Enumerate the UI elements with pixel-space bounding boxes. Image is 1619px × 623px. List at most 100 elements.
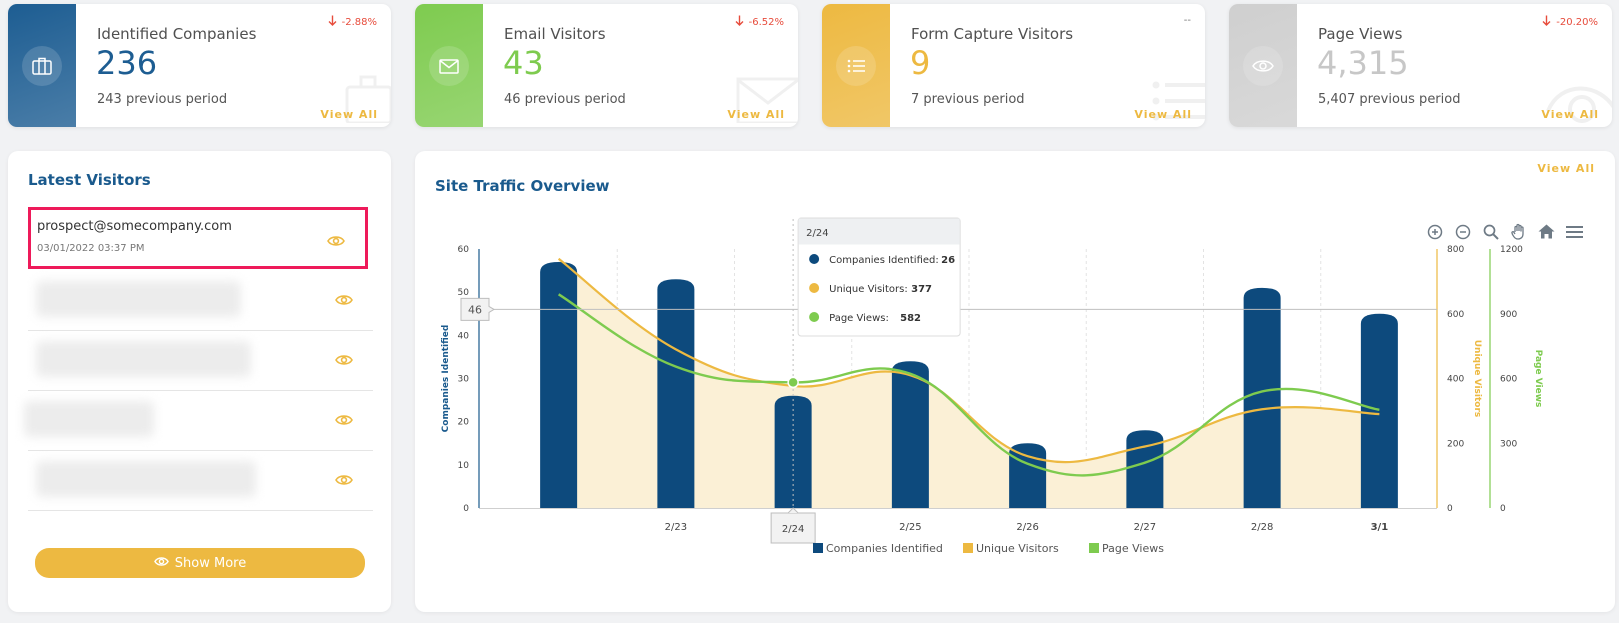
chart-toolbar	[1426, 223, 1583, 240]
card-color-strip	[415, 4, 483, 127]
x-axis-tick-label: 2/28	[1251, 522, 1273, 533]
stat-card: Form Capture Visitors 9 7 previous perio…	[822, 4, 1205, 127]
visitor-row-highlighted[interactable]: prospect@somecompany.com 03/01/2022 03:37…	[28, 207, 368, 269]
x-axis-tick-label: 3/1	[1371, 522, 1389, 533]
left-axis-tick-label: 40	[458, 331, 470, 341]
left-axis-tick-label: 30	[458, 375, 470, 385]
right-axis-unique-tick-label: 600	[1447, 310, 1464, 320]
watermark-eye-icon	[1546, 71, 1612, 127]
site-traffic-title: Site Traffic Overview	[435, 177, 610, 195]
companies-identified-bar	[1126, 430, 1164, 508]
menu-icon[interactable]	[1566, 223, 1583, 240]
briefcase-icon	[22, 46, 62, 86]
legend-label: Companies Identified	[826, 542, 943, 555]
site-traffic-chart: 0 10 20 30 40 50 60 Companies Identified 0 200 400…	[441, 217, 1543, 555]
show-more-button[interactable]: Show More	[35, 548, 365, 578]
card-title: Page Views	[1318, 25, 1403, 43]
crosshair-y-label: 46	[468, 303, 482, 316]
visitor-row[interactable]	[28, 449, 373, 511]
card-view-all-link[interactable]: View All	[320, 108, 378, 121]
x-axis-tick-label: 2/23	[665, 522, 687, 533]
card-title: Email Visitors	[504, 25, 606, 43]
card-previous-period: 243 previous period	[97, 92, 228, 107]
stat-card: Page Views 4,315 5,407 previous period -…	[1229, 4, 1612, 127]
tooltip-header	[798, 218, 960, 245]
tooltip-value: 377	[911, 284, 932, 295]
eye-icon	[1243, 46, 1283, 86]
companies-identified-bar	[774, 395, 812, 508]
unique-visitors-line	[557, 257, 1380, 464]
x-highlight-pointer	[787, 507, 799, 514]
hover-point	[787, 376, 799, 389]
card-change-value: -6.52%	[748, 16, 784, 28]
visitor-row[interactable]	[24, 389, 373, 451]
x-axis-tick-label: 2/25	[899, 522, 921, 533]
left-axis-tick-label: 0	[463, 504, 469, 514]
magnifier-icon[interactable]	[1482, 223, 1499, 240]
tooltip-value: 26	[941, 255, 955, 266]
left-axis-tick-label: 60	[458, 245, 470, 255]
unique-visitors-area	[558, 258, 1380, 508]
redacted-visitor	[24, 401, 154, 437]
redacted-visitor	[36, 281, 241, 317]
legend-swatch	[813, 543, 823, 553]
card-view-all-link[interactable]: View All	[1541, 108, 1599, 121]
zoom-in-icon[interactable]	[1426, 223, 1443, 240]
visitor-row[interactable]	[28, 329, 373, 391]
site-traffic-view-all-link[interactable]: View All	[1537, 162, 1595, 175]
tooltip-marker	[809, 283, 820, 293]
latest-visitors-panel: Latest Visitors prospect@somecompany.com…	[8, 151, 391, 612]
card-color-strip	[8, 4, 76, 127]
watermark-envelope-icon	[736, 77, 798, 127]
pan-hand-icon[interactable]	[1510, 223, 1527, 240]
x-highlight-label: 2/24	[782, 524, 804, 535]
right-axis-unique-tick-label: 400	[1447, 375, 1464, 385]
right-axis-unique-tick-label: 0	[1447, 504, 1453, 514]
right-axis-unique-tick-label: 800	[1447, 245, 1464, 255]
companies-identified-bar	[1360, 313, 1398, 508]
companies-identified-bar	[1009, 443, 1047, 508]
redacted-visitor	[36, 341, 251, 377]
redacted-visitor	[36, 461, 256, 497]
right-axis-unique-label: Unique Visitors	[1472, 340, 1482, 418]
card-view-all-link[interactable]: View All	[1134, 108, 1192, 121]
latest-visitors-title: Latest Visitors	[28, 171, 151, 189]
card-title: Form Capture Visitors	[911, 25, 1074, 43]
card-value: 9	[910, 44, 931, 82]
card-color-strip	[1229, 4, 1297, 127]
right-axis-pageviews-tick-label: 300	[1500, 439, 1517, 449]
show-more-label: Show More	[174, 555, 247, 571]
right-axis-pageviews-tick-label: 0	[1500, 504, 1506, 514]
card-change-badge: -20.20%	[1542, 15, 1598, 29]
view-visitor-eye-icon[interactable]	[335, 471, 353, 490]
card-previous-period: 7 previous period	[911, 92, 1025, 107]
right-axis-pageviews-tick-label: 900	[1500, 310, 1517, 320]
view-visitor-eye-icon[interactable]	[335, 411, 353, 430]
legend-swatch	[963, 543, 973, 553]
card-view-all-link[interactable]: View All	[727, 108, 785, 121]
right-axis-unique-tick-label: 200	[1447, 439, 1464, 449]
watermark-briefcase-icon	[345, 73, 391, 127]
tooltip-label: Unique Visitors:	[829, 284, 908, 295]
home-icon[interactable]	[1538, 223, 1555, 240]
tooltip-marker	[809, 254, 820, 264]
card-change-badge: --	[1184, 15, 1191, 26]
tooltip-label: Page Views:	[829, 313, 889, 324]
tooltip-title: 2/24	[806, 228, 828, 239]
visitor-row[interactable]	[28, 269, 373, 331]
arrow-down-icon	[735, 15, 744, 29]
right-axis-pageviews-tick-label: 600	[1500, 375, 1517, 385]
card-change-value: -20.20%	[1556, 16, 1598, 28]
left-axis-label: Companies Identified	[441, 325, 451, 433]
card-previous-period: 5,407 previous period	[1318, 92, 1461, 107]
view-visitor-eye-icon[interactable]	[327, 232, 345, 251]
zoom-out-icon[interactable]	[1454, 223, 1471, 240]
companies-identified-bar	[891, 361, 929, 508]
legend-label: Page Views	[1102, 542, 1164, 555]
view-visitor-eye-icon[interactable]	[335, 351, 353, 370]
left-axis-tick-label: 50	[458, 288, 470, 298]
view-visitor-eye-icon[interactable]	[335, 291, 353, 310]
card-value: 236	[96, 44, 158, 82]
tooltip-marker	[809, 312, 820, 322]
x-axis-tick-label: 2/27	[1134, 522, 1156, 533]
